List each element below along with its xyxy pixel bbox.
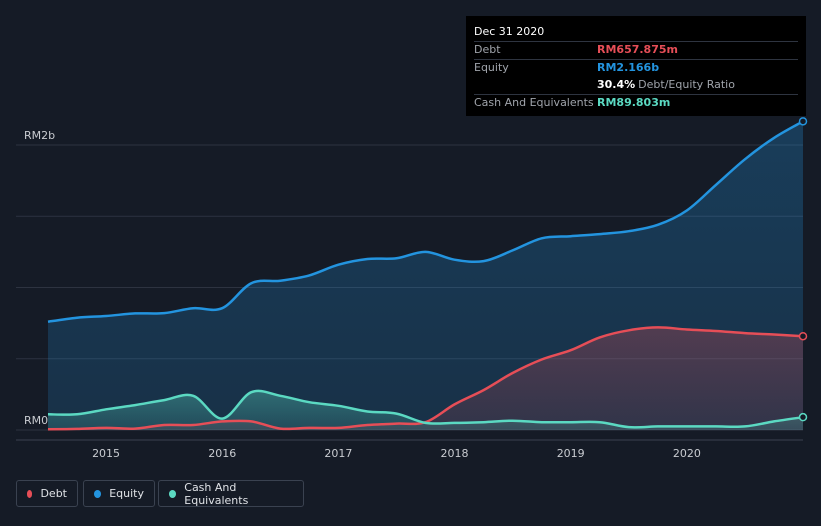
tooltip-ratio-row: 30.4% Debt/Equity Ratio — [474, 77, 798, 93]
legend-item-cash[interactable]: Cash And Equivalents — [158, 480, 304, 507]
tooltip-debt-row: Debt RM657.875m — [474, 41, 798, 58]
cash-legend-dot-icon — [169, 489, 177, 498]
tooltip-cash-value: RM89.803m — [597, 96, 671, 109]
x-tick-label: 2016 — [208, 447, 236, 460]
tooltip-equity-label: Equity — [474, 61, 509, 74]
tooltip-debt-value: RM657.875m — [597, 43, 678, 56]
tooltip-ratio-value: 30.4% — [597, 78, 636, 91]
debt-end-point — [798, 331, 808, 341]
x-tick-label: 2015 — [92, 447, 120, 460]
x-tick-label: 2019 — [557, 447, 585, 460]
legend-item-equity[interactable]: Equity — [83, 480, 155, 507]
x-tick-label: 2017 — [324, 447, 352, 460]
y-tick-label: RM0 — [24, 414, 48, 427]
y-tick-label: RM2b — [24, 129, 55, 142]
data-tooltip: Dec 31 2020 Debt RM657.875m Equity RM2.1… — [466, 16, 806, 116]
tooltip-cash-label: Cash And Equivalents — [474, 96, 594, 109]
debt-area — [48, 327, 803, 430]
equity-legend-dot-icon — [94, 489, 102, 498]
equity-line — [47, 120, 804, 323]
cash-end-point — [798, 412, 808, 422]
tooltip-ratio-label: Debt/Equity Ratio — [638, 78, 735, 91]
debt-legend-dot-icon — [27, 489, 33, 498]
series-areas — [48, 121, 803, 431]
tooltip-equity-value: RM2.166b — [597, 61, 660, 74]
tooltip-cash-row: Cash And Equivalents RM89.803m — [474, 94, 798, 111]
x-tick-label: 2018 — [441, 447, 469, 460]
tooltip-debt-label: Debt — [474, 43, 501, 56]
legend-debt-label: Debt — [40, 487, 67, 500]
cash-line — [47, 389, 804, 429]
series-lines — [47, 120, 804, 431]
series-end-markers — [798, 117, 808, 422]
tooltip-date: Dec 31 2020 — [474, 25, 545, 38]
axis-labels: RM2b RM0 2015 2016 2017 2018 2019 2020 — [24, 129, 701, 460]
legend-cash-label: Cash And Equivalents — [184, 480, 249, 507]
equity-end-point — [798, 117, 808, 126]
legend-equity-label: Equity — [109, 487, 144, 500]
tooltip-equity-row: Equity RM2.166b — [474, 59, 798, 76]
legend-item-debt[interactable]: Debt — [16, 480, 78, 507]
tooltip-ratio-spacer — [474, 77, 597, 93]
x-tick-label: 2020 — [673, 447, 701, 460]
